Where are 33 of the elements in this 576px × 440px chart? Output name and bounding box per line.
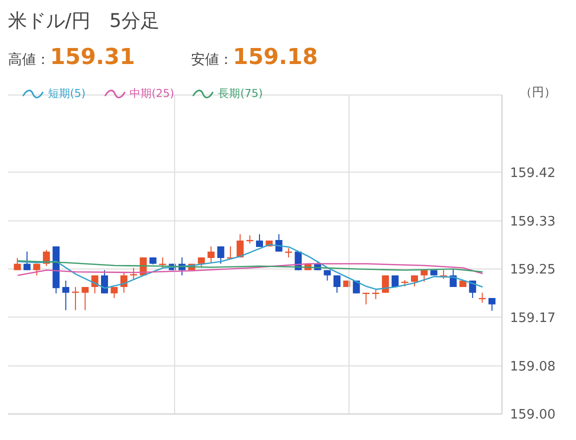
candlestick — [324, 270, 331, 282]
candlestick — [217, 246, 224, 264]
candlestick — [82, 286, 89, 311]
candlestick — [236, 234, 244, 258]
legend-label: 長期(75) — [218, 86, 263, 101]
candlestick — [42, 249, 50, 267]
y-tick-label: 159.17 — [510, 310, 556, 326]
y-axis-title: （円） — [520, 84, 556, 101]
text: 安値：159.18 — [190, 45, 318, 70]
y-tick-label: 159.33 — [510, 214, 556, 230]
legend-label: 短期(5) — [48, 86, 86, 101]
candlestick — [101, 270, 108, 294]
candlestick — [256, 234, 263, 248]
y-tick-label: 159.08 — [510, 359, 556, 374]
candlestick — [72, 286, 79, 311]
candlestick — [24, 251, 31, 271]
candlestick — [333, 274, 340, 294]
legend-label: 中期(25) — [130, 86, 174, 101]
y-tick-label: 159.42 — [510, 166, 556, 181]
candlestick — [130, 267, 138, 281]
candlestick — [62, 280, 70, 311]
candlestick — [469, 280, 476, 298]
line-series — [17, 260, 484, 273]
y-tick-label: 159.00 — [510, 408, 556, 423]
line-series — [17, 263, 484, 276]
candlestick — [352, 280, 360, 294]
text: 高値：159.31 — [8, 45, 135, 70]
candlestick — [14, 257, 21, 271]
y-tick-label: 159.25 — [510, 262, 556, 278]
candlestick — [488, 298, 496, 312]
chart-title: 米ドル/円 5分足 — [8, 9, 160, 34]
candlestick — [285, 248, 292, 258]
candlestick — [208, 246, 215, 264]
